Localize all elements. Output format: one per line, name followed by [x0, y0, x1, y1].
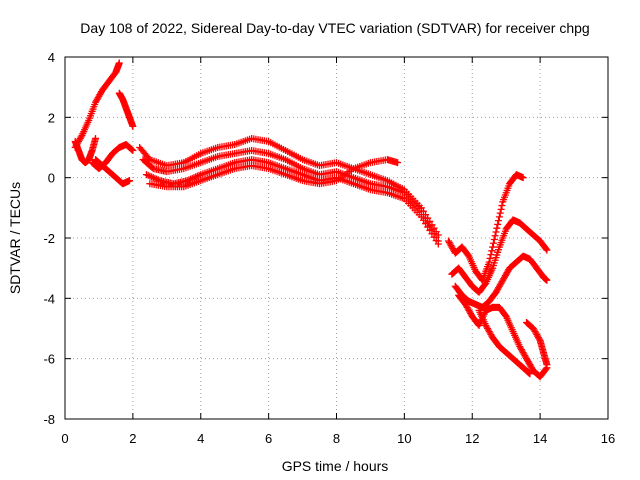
data-series	[475, 306, 534, 378]
data-point	[543, 246, 551, 254]
data-series	[146, 156, 402, 191]
x-tick-label: 4	[197, 431, 204, 446]
data-series	[523, 318, 551, 369]
data-point	[535, 335, 543, 343]
data-point	[519, 174, 527, 182]
data-point	[489, 239, 497, 247]
y-axis-label: SDTVAR / TECUs	[7, 182, 23, 294]
data-series	[448, 216, 551, 296]
data-points	[71, 59, 551, 381]
y-tick-labels: -8 -6 -4 -2 0 2 4	[43, 50, 55, 427]
data-series	[455, 291, 551, 381]
data-point	[496, 209, 504, 217]
data-point	[92, 134, 100, 142]
data-point	[490, 236, 498, 244]
data-series	[71, 134, 100, 167]
data-point	[488, 247, 496, 255]
data-point	[493, 224, 501, 232]
ticks	[64, 56, 609, 420]
data-point	[491, 232, 499, 240]
data-point	[485, 258, 493, 266]
data-point	[115, 59, 123, 67]
x-tick-label: 8	[333, 431, 340, 446]
data-series	[71, 59, 123, 151]
y-tick-label: -6	[43, 352, 55, 367]
data-point	[129, 147, 137, 155]
data-point	[125, 177, 133, 185]
data-point	[129, 122, 137, 130]
x-tick-labels: 0 2 4 6 8 10 12 14 16	[61, 431, 615, 446]
data-point	[495, 213, 503, 221]
x-tick-label: 6	[265, 431, 272, 446]
x-tick-label: 12	[465, 431, 479, 446]
data-point	[495, 217, 503, 225]
x-tick-label: 2	[129, 431, 136, 446]
data-point	[487, 251, 495, 259]
data-point	[543, 276, 551, 284]
x-axis-label: GPS time / hours	[282, 458, 389, 474]
y-tick-label: -8	[43, 412, 55, 427]
data-point	[526, 370, 534, 378]
data-point	[497, 205, 505, 213]
y-tick-label: 0	[48, 171, 55, 186]
data-point	[494, 220, 502, 228]
chart-title: Day 108 of 2022, Sidereal Day-to-day VTE…	[80, 20, 589, 36]
data-point	[128, 146, 136, 154]
data-point	[492, 228, 500, 236]
x-tick-label: 16	[601, 431, 615, 446]
data-point	[417, 207, 425, 215]
data-series	[115, 89, 137, 130]
data-series	[92, 156, 133, 188]
data-point	[434, 240, 442, 248]
x-tick-label: 10	[397, 431, 411, 446]
y-tick-label: 2	[48, 110, 55, 125]
data-series	[451, 252, 551, 311]
data-point	[498, 202, 506, 210]
y-tick-label: -2	[43, 231, 55, 246]
data-point	[486, 254, 494, 262]
y-tick-label: -4	[43, 291, 55, 306]
data-series	[444, 171, 527, 284]
x-tick-label: 14	[533, 431, 547, 446]
data-point	[394, 159, 402, 167]
data-point	[543, 361, 551, 369]
data-point	[542, 245, 550, 253]
y-tick-label: 4	[48, 50, 55, 65]
data-point	[489, 243, 497, 251]
x-tick-label: 0	[61, 431, 68, 446]
